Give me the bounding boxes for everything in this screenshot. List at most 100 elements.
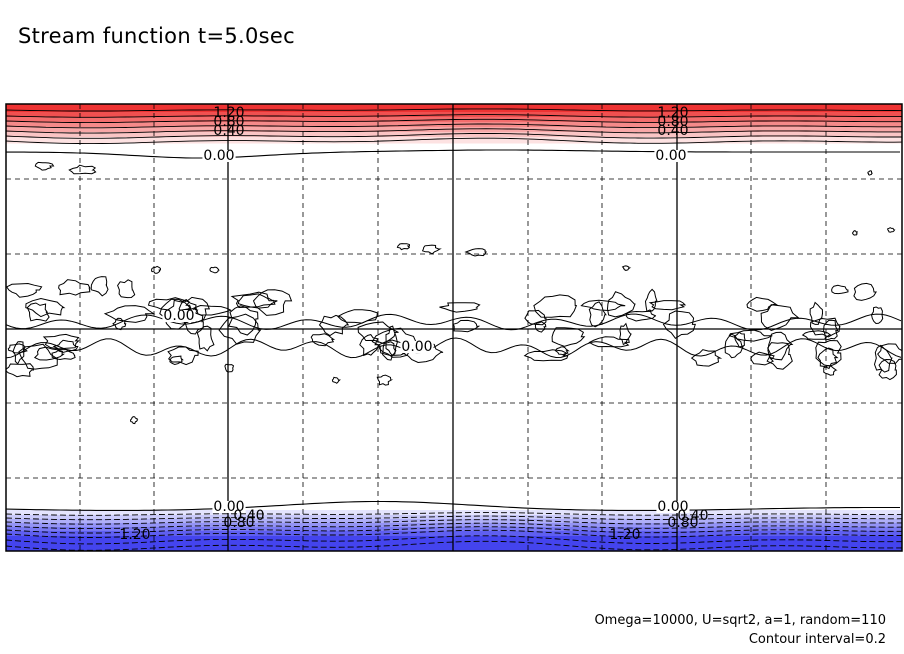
negative-contour xyxy=(6,519,902,525)
eddy-contour xyxy=(877,343,902,364)
contour-label: 0.40 xyxy=(657,123,688,139)
eddy-contour xyxy=(68,164,97,175)
contour-label: 0.00 xyxy=(213,499,244,515)
eddy-contour xyxy=(815,339,842,367)
contour-label-bg xyxy=(654,150,688,162)
eddy-contour xyxy=(625,310,657,322)
eddy-contour xyxy=(51,349,76,361)
eddy-contour xyxy=(230,291,276,309)
eddy-contour xyxy=(523,349,569,362)
params-note: Omega=10000, U=sqrt2, a=1, random=110 xyxy=(594,613,886,628)
eddy-contour xyxy=(184,304,232,316)
negative-contour xyxy=(6,529,902,538)
contour-label: 0.80 xyxy=(213,114,244,130)
contour-label-bg xyxy=(212,501,246,513)
eddy-contour xyxy=(169,355,184,366)
eddy-contour xyxy=(371,327,418,357)
positive-contour xyxy=(6,137,902,145)
contour-label: 0.80 xyxy=(667,515,698,531)
eddy-contour xyxy=(580,299,626,312)
eddy-contour xyxy=(621,265,632,271)
eddy-contour xyxy=(58,279,91,296)
eddy-contour xyxy=(224,363,235,373)
eddy-contour xyxy=(867,170,873,176)
negative-band xyxy=(6,519,902,524)
eddy-contour xyxy=(606,291,636,318)
zero-contour xyxy=(6,500,900,511)
eddy-contour xyxy=(318,314,350,337)
contour-label: 0.40 xyxy=(213,123,244,139)
negative-band xyxy=(6,510,902,516)
positive-contour xyxy=(6,123,902,129)
eddy-contour xyxy=(464,248,487,257)
eddy-contour xyxy=(129,416,139,425)
positive-contour xyxy=(6,118,902,124)
contour-label: 0.00 xyxy=(401,339,432,355)
positive-contour xyxy=(6,114,902,118)
contour-label: 0.80 xyxy=(223,515,254,531)
eddy-contour xyxy=(6,363,35,378)
eddy-contour xyxy=(767,331,794,361)
negative-band xyxy=(6,527,902,532)
eddy-contour xyxy=(376,374,394,386)
negative-contour xyxy=(6,522,902,530)
eddy-contour xyxy=(337,309,378,324)
eddy-contour xyxy=(551,327,586,347)
positive-contour xyxy=(6,128,902,134)
eddy-contour xyxy=(870,306,884,325)
eddy-contour xyxy=(644,288,658,313)
contour-label-bg xyxy=(162,310,196,322)
contour-label-bg xyxy=(400,341,434,353)
eddy-contour xyxy=(724,333,744,359)
chart-title: Stream function t=5.0sec xyxy=(18,24,295,48)
negative-band xyxy=(6,515,902,520)
zero-contour xyxy=(6,337,902,359)
contour-label: 0.00 xyxy=(203,148,234,164)
eddy-contour xyxy=(26,302,50,322)
eddy-contour xyxy=(90,276,109,297)
zero-contour xyxy=(6,313,902,331)
eddy-contour xyxy=(227,305,259,336)
contour-label-bg xyxy=(202,150,236,162)
contour-lines xyxy=(6,108,902,551)
contour-label: 0.40 xyxy=(233,508,264,524)
eddy-contour xyxy=(12,341,25,365)
eddy-contour xyxy=(746,296,778,312)
negative-band xyxy=(6,523,902,528)
eddy-contour xyxy=(310,333,336,347)
contour-labels: 1.200.800.400.001.200.800.400.000.000.00… xyxy=(119,105,708,543)
eddy-contour xyxy=(766,342,793,370)
eddy-contour xyxy=(452,319,481,333)
eddy-contour xyxy=(196,325,215,352)
eddy-contour xyxy=(385,325,399,356)
eddy-contour xyxy=(853,282,877,301)
eddy-contour xyxy=(331,376,341,384)
eddy-contour xyxy=(554,346,570,356)
zero-contour xyxy=(6,149,900,159)
eddy-contour xyxy=(662,310,696,339)
eddy-contour xyxy=(396,243,411,251)
negative-contour xyxy=(6,526,902,534)
eddy-contour xyxy=(421,244,442,255)
contour-label: 0.80 xyxy=(657,114,688,130)
eddy-contour xyxy=(801,330,833,340)
eddy-contour xyxy=(117,279,136,299)
contour-interval-note: Contour interval=0.2 xyxy=(748,632,886,647)
contour-label: 0.40 xyxy=(677,508,708,524)
negative-contour xyxy=(6,540,902,551)
eddy-contour xyxy=(167,346,199,366)
eddy-contour xyxy=(619,322,632,346)
eddy-contour xyxy=(6,282,43,298)
positive-band xyxy=(6,104,902,107)
negative-band xyxy=(6,531,902,537)
eddy-contour xyxy=(524,309,547,326)
positive-band xyxy=(6,132,902,138)
eddy-contour xyxy=(252,289,293,316)
negative-contour xyxy=(6,535,902,545)
eddy-contour xyxy=(34,161,55,171)
contour-label-bg xyxy=(656,501,690,513)
eddy-contour xyxy=(209,266,220,274)
eddy-contour xyxy=(648,300,687,311)
eddy-contour xyxy=(103,305,156,323)
contour-label: 1.20 xyxy=(119,527,150,543)
